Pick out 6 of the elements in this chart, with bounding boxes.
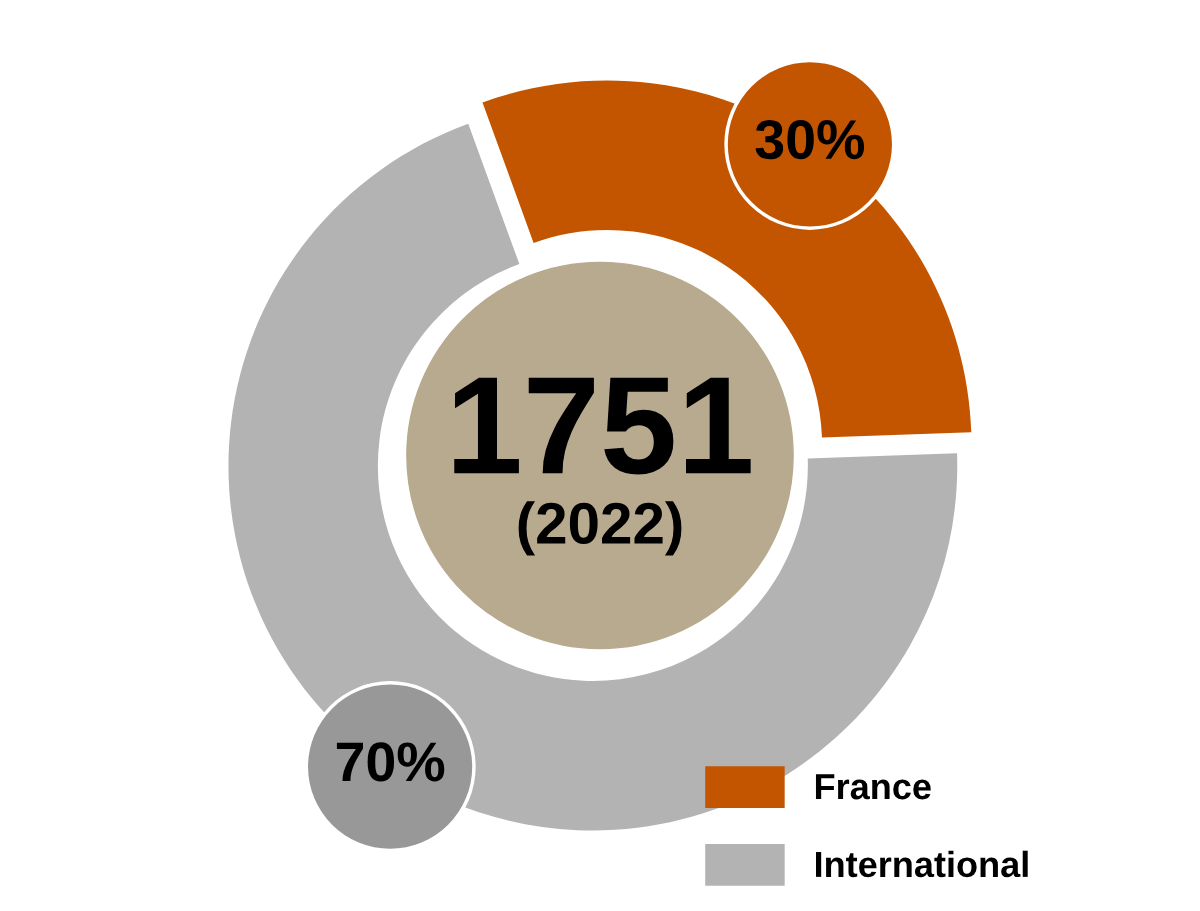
text: (2022) xyxy=(518,501,682,556)
text: 1751 xyxy=(454,377,751,475)
data-label: 70% xyxy=(336,742,445,782)
legend-label: International xyxy=(815,850,1028,878)
legend-label: France xyxy=(815,774,931,800)
data-label: 30% xyxy=(755,119,865,160)
